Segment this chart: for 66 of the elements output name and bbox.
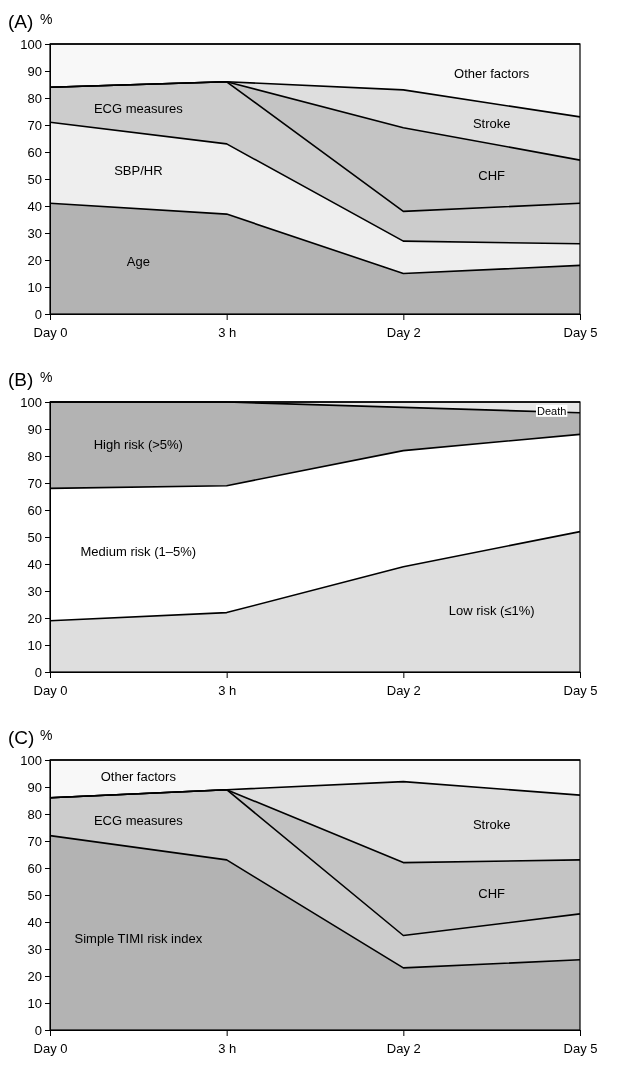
series-label: Low risk (≤1%) <box>448 603 535 619</box>
series-label: Stroke <box>472 817 511 833</box>
x-tick-label: Day 5 <box>563 325 598 341</box>
y-tick-label: 90 <box>27 779 42 795</box>
series-label: Other factors <box>454 66 530 82</box>
x-tick-label: Day 2 <box>386 683 421 699</box>
y-tick-label: 40 <box>27 198 42 214</box>
y-tick-label: 100 <box>20 752 42 768</box>
chart-title: (C) <box>8 727 35 748</box>
y-tick-label: 40 <box>27 556 42 572</box>
y-tick-label: 20 <box>27 610 42 626</box>
y-tick-label: 0 <box>34 1022 42 1038</box>
y-tick-label: 80 <box>27 806 42 822</box>
y-tick-label: 40 <box>27 914 42 930</box>
x-tick-label: Day 0 <box>33 683 68 699</box>
x-tick-label: 3 h <box>218 325 237 341</box>
series-label: High risk (>5%) <box>93 437 183 453</box>
series-label: ECG measures <box>93 813 184 829</box>
x-tick-label: Day 5 <box>563 1041 598 1057</box>
series-label: CHF <box>478 168 506 184</box>
y-tick-label: 30 <box>27 941 42 957</box>
x-tick-label: Day 2 <box>386 325 421 341</box>
series-label: Stroke <box>472 116 511 132</box>
y-tick-label: 50 <box>27 529 42 545</box>
y-tick-label: 10 <box>27 637 42 653</box>
y-tick-label: 60 <box>27 860 42 876</box>
x-tick-label: Day 2 <box>386 1041 421 1057</box>
series-label: ECG measures <box>93 101 184 117</box>
series-label: Medium risk (1–5%) <box>80 544 197 560</box>
y-tick-label: 20 <box>27 252 42 268</box>
x-tick-label: Day 5 <box>563 683 598 699</box>
y-tick-label: 60 <box>27 502 42 518</box>
y-axis-title: % <box>40 369 53 385</box>
series-label: Death <box>536 404 567 417</box>
y-tick-label: 100 <box>20 394 42 410</box>
y-tick-label: 10 <box>27 995 42 1011</box>
series-label: Other factors <box>100 769 177 785</box>
y-tick-label: 10 <box>27 279 42 295</box>
y-tick-label: 50 <box>27 887 42 903</box>
y-tick-label: 70 <box>27 117 42 133</box>
y-tick-label: 70 <box>27 475 42 491</box>
y-tick-label: 30 <box>27 583 42 599</box>
y-tick-label: 90 <box>27 63 42 79</box>
series-label: SBP/HR <box>114 163 163 179</box>
y-tick-label: 60 <box>27 144 42 160</box>
y-axis-title: % <box>40 727 53 743</box>
series-label: Age <box>126 253 150 269</box>
y-tick-label: 0 <box>34 306 42 322</box>
x-tick-label: Day 0 <box>33 325 68 341</box>
y-tick-label: 20 <box>27 968 42 984</box>
y-tick-label: 0 <box>34 664 42 680</box>
chart-title: (B) <box>8 369 34 390</box>
y-tick-label: 70 <box>27 833 42 849</box>
y-tick-label: 80 <box>27 448 42 464</box>
y-tick-label: 80 <box>27 90 42 106</box>
y-tick-label: 100 <box>20 36 42 52</box>
x-tick-label: Day 0 <box>33 1041 68 1057</box>
y-tick-label: 30 <box>27 225 42 241</box>
series-label: CHF <box>478 885 506 901</box>
y-tick-label: 50 <box>27 171 42 187</box>
y-tick-label: 90 <box>27 421 42 437</box>
x-tick-label: 3 h <box>218 1041 237 1057</box>
chart-title: (A) <box>8 11 34 32</box>
series-label: Simple TIMI risk index <box>74 931 203 947</box>
y-axis-title: % <box>40 11 53 27</box>
x-tick-label: 3 h <box>218 683 237 699</box>
